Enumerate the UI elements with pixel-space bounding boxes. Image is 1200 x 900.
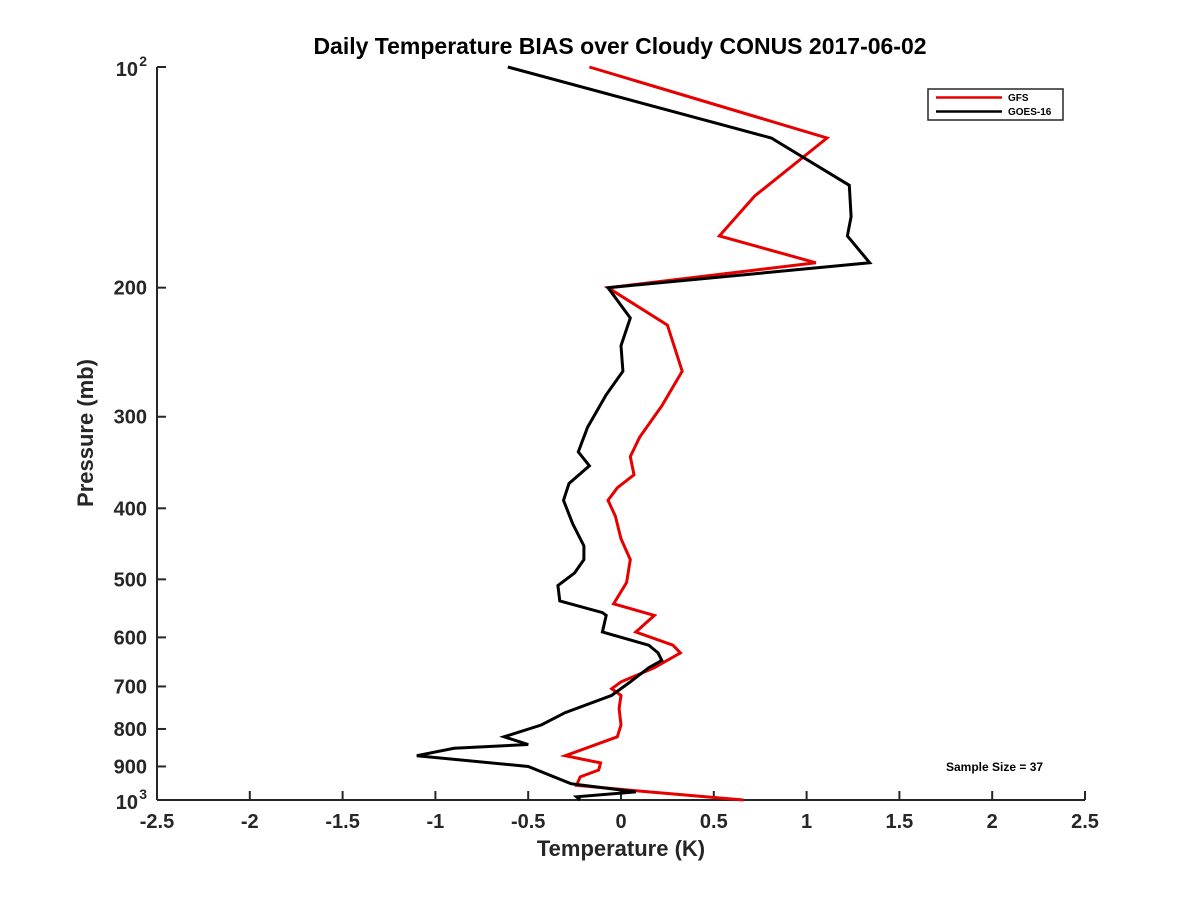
x-tick-label: 1: [801, 811, 812, 833]
y-tick-exponent: 2: [139, 53, 147, 69]
y-tick-label: 400: [114, 498, 147, 520]
x-tick-label: -1: [427, 811, 445, 833]
series-line-gfs: [559, 65, 831, 802]
x-tick-label: 2: [987, 811, 998, 833]
x-tick-label: 0: [615, 811, 626, 833]
y-tick-label: 10: [116, 792, 138, 814]
x-tick-label: 1.5: [885, 811, 913, 833]
y-tick-label: 10: [116, 59, 138, 81]
legend: GFS GOES-16: [927, 88, 1064, 121]
x-tick-label: -2: [241, 811, 259, 833]
series-line-goes-16: [416, 65, 873, 802]
legend-box: [927, 88, 1064, 121]
series-layer: [416, 65, 873, 802]
legend-label-goes-16: GOES-16: [1008, 107, 1052, 118]
y-tick-label: 800: [114, 719, 147, 741]
y-tick-label: 200: [114, 278, 147, 300]
y-tick-label: 300: [114, 407, 147, 429]
y-tick-label: 700: [114, 676, 147, 698]
x-tick-label: -1.5: [325, 811, 359, 833]
chart-title: Daily Temperature BIAS over Cloudy CONUS…: [313, 33, 926, 59]
x-ticks: -2.5 -2 -1.5 -1 -0.5 0 0.5 1 1.5 2 2.5: [140, 791, 1099, 833]
legend-label-gfs: GFS: [1008, 93, 1029, 104]
y-tick-label: 900: [114, 756, 147, 778]
x-tick-label: -0.5: [511, 811, 545, 833]
x-tick-label: 0.5: [700, 811, 728, 833]
x-tick-label: 2.5: [1071, 811, 1099, 833]
y-tick-label: 600: [114, 627, 147, 649]
x-axis-title: Temperature (K): [537, 836, 705, 861]
x-tick-label: -2.5: [140, 811, 174, 833]
y-tick-exponent: 3: [139, 786, 147, 802]
y-axis-title: Pressure (mb): [73, 359, 98, 507]
sample-size-annotation: Sample Size = 37: [946, 760, 1043, 774]
y-tick-label: 500: [114, 569, 147, 591]
